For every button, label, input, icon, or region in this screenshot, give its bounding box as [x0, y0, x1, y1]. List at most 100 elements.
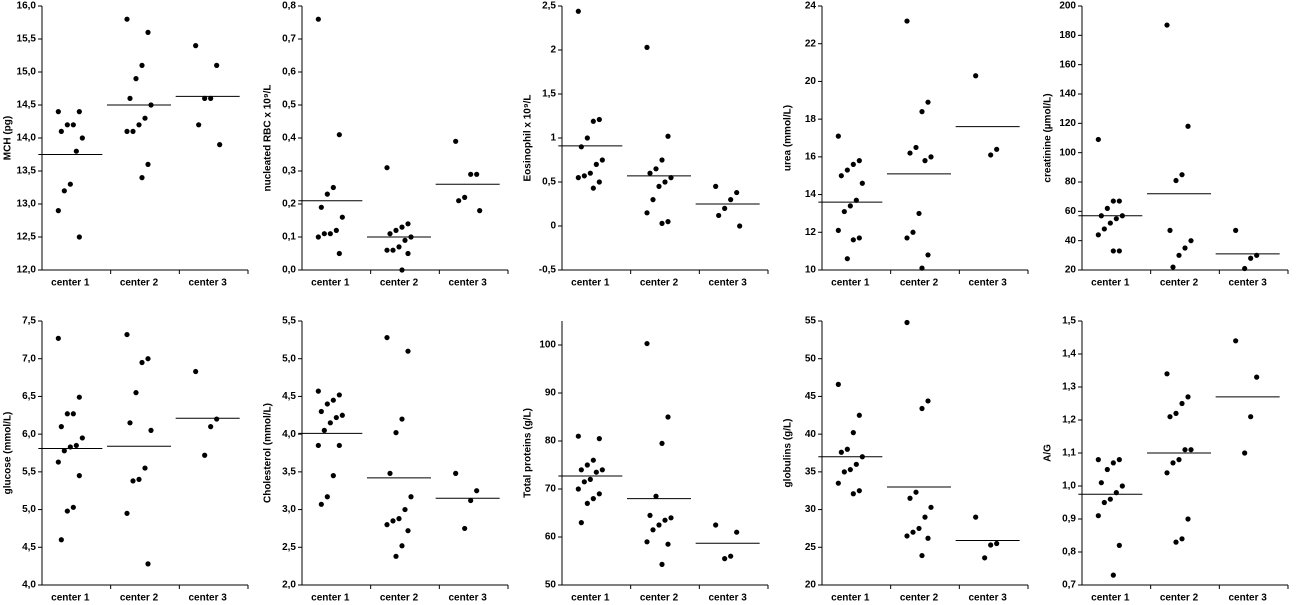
data-point	[916, 210, 922, 217]
data-point	[70, 504, 76, 510]
data-point	[1170, 264, 1176, 270]
data-point	[339, 214, 345, 220]
data-point	[575, 8, 581, 14]
data-point	[596, 116, 602, 123]
data-point	[1164, 371, 1170, 377]
data-point	[1164, 470, 1170, 476]
y-tick-label: 12,0	[17, 265, 37, 276]
y-tick-label: 100	[539, 340, 556, 351]
y-tick-label: 24	[805, 1, 817, 12]
data-point	[988, 152, 994, 158]
data-point	[55, 459, 61, 465]
data-point	[324, 494, 330, 500]
data-point	[1116, 248, 1122, 254]
y-tick-label: 13,0	[17, 199, 37, 210]
data-point	[994, 146, 1000, 152]
data-point	[453, 138, 459, 144]
y-tick-label: 1,5	[542, 89, 556, 100]
x-tick-label: center 1	[831, 593, 870, 604]
y-tick-label: 0,2	[282, 199, 296, 210]
data-point	[1248, 414, 1254, 420]
y-tick-label: 0,7	[1062, 580, 1076, 591]
data-point	[124, 128, 130, 134]
data-point	[650, 527, 656, 533]
data-point	[665, 414, 671, 420]
data-point	[596, 436, 602, 442]
data-point	[333, 414, 339, 421]
data-point	[79, 435, 85, 441]
data-point	[662, 179, 668, 185]
data-point	[835, 480, 841, 486]
x-tick-label: center 2	[120, 593, 159, 604]
data-point	[339, 412, 345, 418]
data-point	[850, 237, 856, 243]
data-point	[575, 175, 581, 181]
y-tick-label: 4,0	[282, 429, 296, 440]
x-tick-label: center 2	[1160, 278, 1199, 289]
data-point	[1173, 177, 1179, 184]
y-tick-label: 1,0	[1062, 481, 1076, 492]
data-point	[847, 466, 853, 473]
data-point	[919, 109, 925, 115]
data-point	[58, 424, 64, 430]
y-axis-label: nucleated RBC x 10⁹/L	[263, 85, 274, 192]
x-tick-label: center 1	[571, 593, 610, 604]
data-point	[405, 250, 411, 257]
data-point	[578, 467, 584, 473]
data-point	[58, 537, 64, 543]
data-point	[70, 122, 76, 128]
y-tick-label: 3,5	[282, 466, 296, 477]
y-axis-label: Eosinophil x 10⁹/L	[523, 95, 534, 182]
y-tick-label: 40	[1065, 235, 1077, 246]
data-point	[910, 529, 916, 535]
y-tick-label: 6,5	[22, 391, 36, 402]
y-tick-label: 5,0	[22, 504, 36, 515]
data-point	[916, 525, 922, 532]
y-tick-label: 45	[805, 391, 817, 402]
data-point	[1233, 227, 1239, 233]
data-point	[578, 144, 584, 150]
data-point	[728, 197, 734, 203]
data-point	[734, 189, 740, 196]
data-point	[856, 235, 862, 241]
data-point	[659, 157, 665, 163]
data-point	[644, 340, 650, 347]
data-point	[456, 198, 462, 204]
data-point	[76, 394, 82, 400]
y-tick-label: 30	[805, 504, 817, 515]
y-tick-label: 3,0	[282, 504, 296, 515]
data-point	[139, 62, 145, 68]
data-point	[1113, 216, 1119, 222]
data-point	[139, 175, 145, 181]
x-tick-label: center 1	[571, 278, 610, 289]
y-tick-label: 0,8	[1062, 547, 1076, 558]
data-point	[593, 469, 599, 475]
data-point	[127, 95, 133, 101]
data-point	[402, 506, 408, 513]
data-point	[318, 204, 324, 210]
data-point	[973, 73, 979, 79]
y-tick-label: 160	[1059, 59, 1076, 70]
data-point	[333, 227, 339, 233]
data-point	[1110, 248, 1116, 254]
data-point	[315, 388, 321, 394]
y-tick-label: 50	[545, 580, 557, 591]
data-point	[402, 237, 408, 243]
data-point	[336, 442, 342, 449]
panel: 12,0 12,5 13,0 13,5 14,0 14,5 15,0 15,5 16,0 MCH …	[3, 1, 249, 289]
data-point	[336, 250, 342, 257]
data-point	[67, 181, 73, 187]
data-point	[1173, 539, 1179, 545]
y-tick-label: 25	[805, 542, 817, 553]
y-tick-label: 4,5	[22, 542, 36, 553]
data-point	[599, 467, 605, 473]
y-tick-label: 1,3	[1062, 382, 1076, 393]
data-point	[596, 491, 602, 497]
data-point	[907, 150, 913, 156]
data-point	[1242, 450, 1248, 456]
y-tick-label: 5,5	[282, 316, 296, 327]
data-point	[578, 520, 584, 526]
data-point	[1164, 22, 1170, 28]
data-point	[130, 478, 136, 484]
y-tick-label: 18	[805, 114, 817, 125]
